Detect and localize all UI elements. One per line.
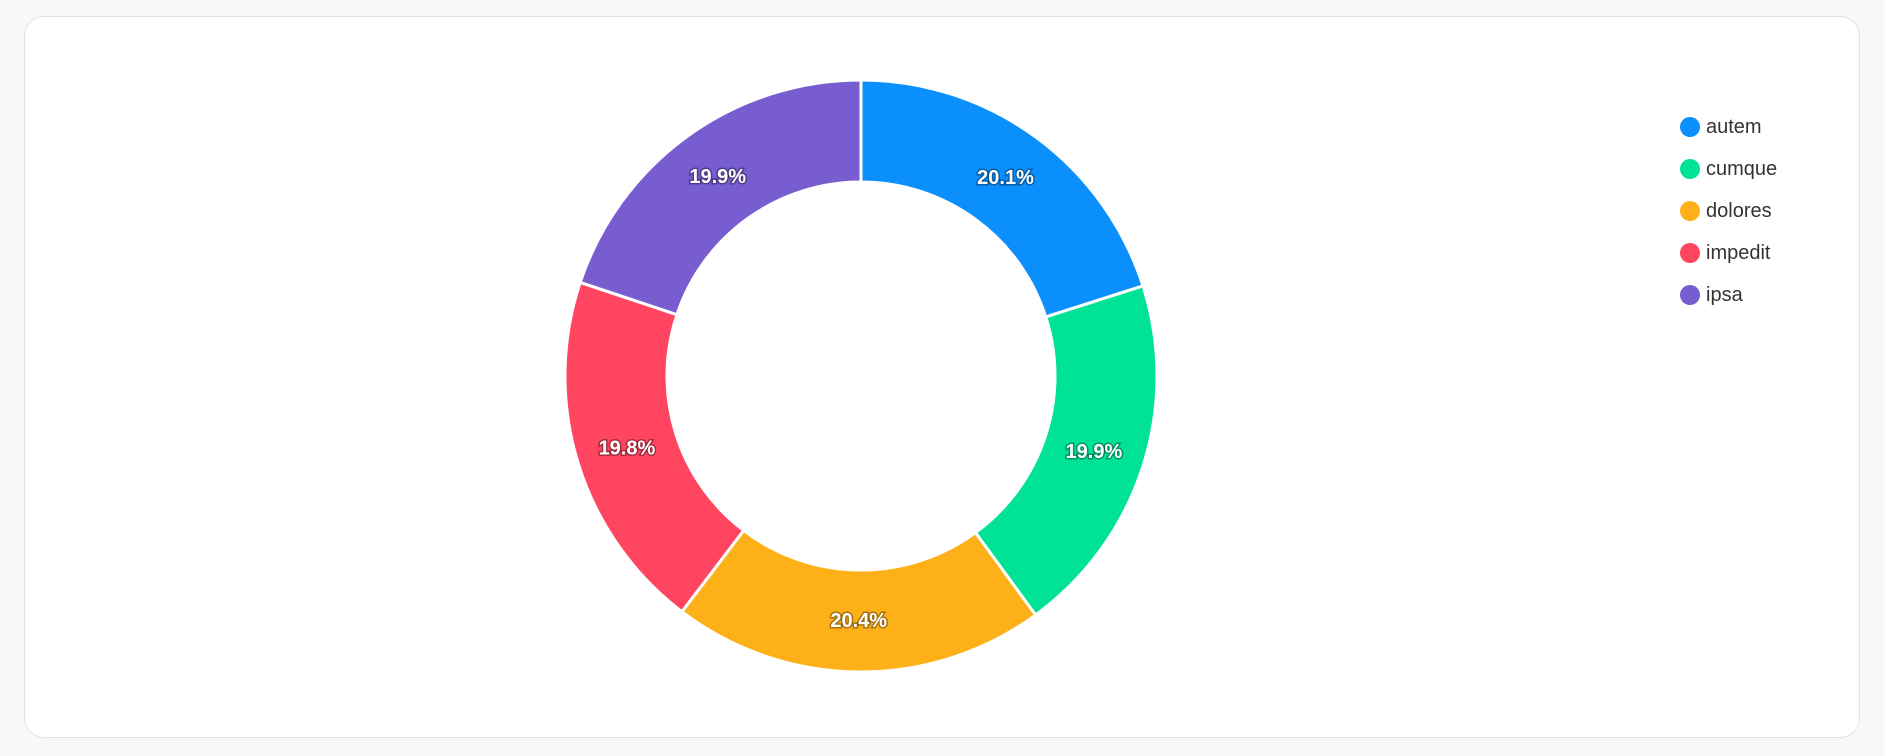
legend-item-impedit[interactable]: impedit <box>1680 232 1777 274</box>
slice-label-cumque: 19.9% <box>1066 441 1123 463</box>
legend-item-autem[interactable]: autem <box>1680 106 1777 148</box>
donut-slice-dolores[interactable] <box>679 528 1038 674</box>
legend-label-cumque: cumque <box>1706 157 1778 180</box>
slice-label-ipsa: 19.9% <box>689 166 746 188</box>
legend-label-ipsa: ipsa <box>1706 283 1743 306</box>
legend-swatch-ipsa <box>1680 285 1700 305</box>
legend-label-impedit: impedit <box>1706 241 1771 264</box>
slice-label-impedit: 19.8% <box>599 437 656 459</box>
legend-label-dolores: dolores <box>1706 199 1772 222</box>
legend-item-cumque[interactable]: cumque <box>1680 148 1777 190</box>
legend-swatch-impedit <box>1680 243 1700 263</box>
legend-swatch-dolores <box>1680 201 1700 221</box>
legend-item-dolores[interactable]: dolores <box>1680 190 1777 232</box>
slice-labels: 20.1% 19.9% 20.4% 19.8% 19.9% <box>597 165 1124 634</box>
slice-label-dolores: 20.4% <box>830 610 887 632</box>
chart-legend: autem cumque dolores impedit ipsa <box>1680 106 1777 316</box>
donut-slice-impedit[interactable] <box>563 280 746 614</box>
donut-slice-autem[interactable] <box>859 78 1145 319</box>
donut-slices <box>563 78 1159 674</box>
legend-swatch-autem <box>1680 117 1700 137</box>
slice-label-autem: 20.1% <box>977 167 1034 189</box>
donut-slice-ipsa[interactable] <box>578 78 863 317</box>
legend-swatch-cumque <box>1680 159 1700 179</box>
legend-item-ipsa[interactable]: ipsa <box>1680 274 1777 316</box>
legend-label-autem: autem <box>1706 115 1762 138</box>
donut-slice-cumque[interactable] <box>973 284 1159 618</box>
